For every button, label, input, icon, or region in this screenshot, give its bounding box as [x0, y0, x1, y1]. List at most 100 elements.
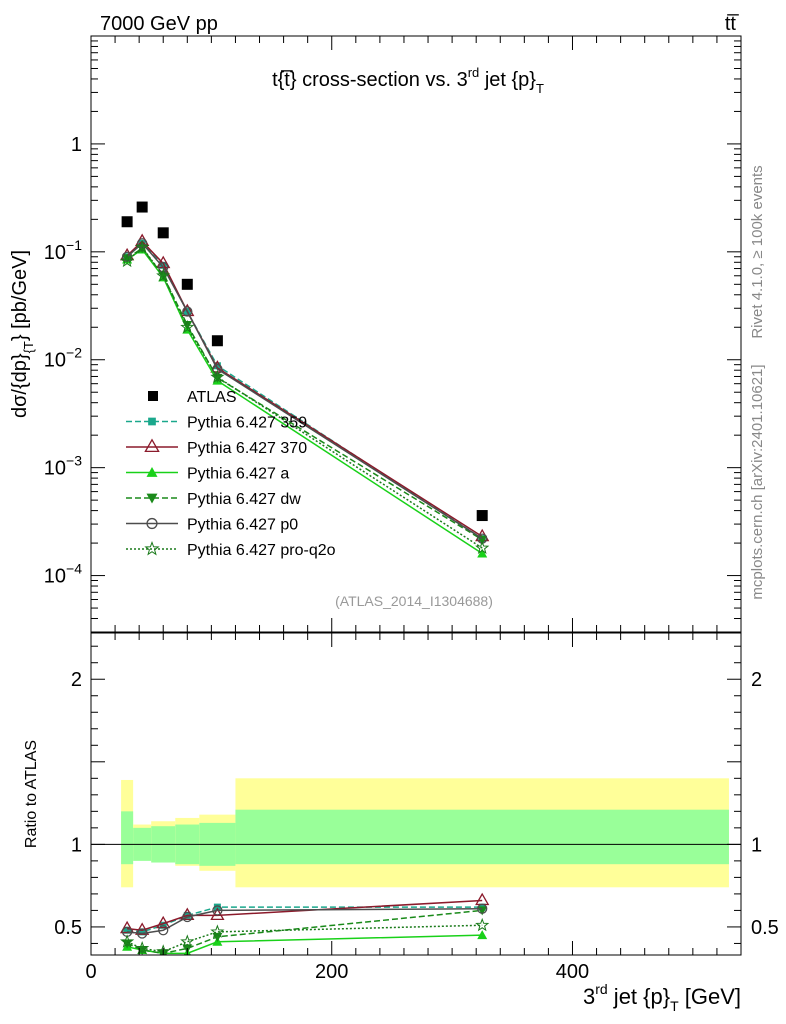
series-pythia-6-427-359	[123, 239, 486, 543]
main-title: t{t̅} cross-section vs. 3rd jet {p}T	[272, 65, 544, 96]
main-x-ticks	[90, 36, 742, 632]
series-line	[126, 240, 483, 538]
marker	[138, 928, 146, 936]
marker	[213, 362, 221, 370]
data-point	[476, 510, 488, 522]
legend-label: Pythia 6.427 dw	[187, 491, 301, 508]
marker	[144, 540, 160, 556]
marker	[144, 438, 160, 453]
y-tick-label: 10−1	[44, 237, 82, 264]
marker	[122, 254, 133, 264]
legend-label: Pythia 6.427 370	[187, 440, 307, 457]
marker	[475, 892, 490, 906]
data-point	[181, 278, 193, 290]
series-line	[126, 247, 483, 541]
marker	[212, 373, 223, 383]
marker	[475, 917, 490, 932]
y-tick-label: 2	[71, 669, 82, 691]
data-point	[211, 335, 223, 347]
marker	[210, 924, 225, 938]
ratio-line	[126, 909, 483, 955]
legend: ATLAS Pythia 6.427 359 Pythia 6.427 370 Pyt…	[126, 389, 336, 559]
ratio-y-axis-label: Ratio to ATLAS	[23, 740, 40, 848]
legend-entry: Pythia 6.427 370	[126, 438, 307, 457]
marker	[477, 930, 488, 940]
marker	[156, 915, 171, 929]
marker	[121, 251, 133, 262]
ratio-uncertainty-bands	[121, 778, 729, 888]
marker	[210, 369, 225, 384]
series-line	[126, 242, 483, 540]
main-series	[119, 233, 490, 558]
inner-band	[235, 809, 729, 865]
marker	[182, 911, 193, 923]
marker	[182, 306, 193, 317]
y-tick-label-right: 1	[751, 834, 762, 856]
marker	[148, 417, 156, 426]
marker	[123, 926, 131, 934]
main-panel: 1 10−1 10−2 10−3 10−4 t{t̅} cross-section vs…	[9, 35, 742, 633]
legend-entry: Pythia 6.427 dw	[126, 491, 301, 508]
ratio-series-pythia-6-427-a	[122, 930, 488, 955]
legend-entry-atlas: ATLAS	[148, 389, 237, 406]
ratio-line	[127, 908, 483, 935]
main-y-ticks: 1 10−1 10−2 10−3 10−4	[44, 35, 741, 633]
data-point	[121, 216, 133, 228]
marker	[180, 934, 195, 948]
atlas-data-points	[121, 201, 488, 522]
legend-marker	[148, 391, 158, 401]
ratio-series-inner	[119, 892, 490, 955]
legend-label: Pythia 6.427 a	[187, 466, 289, 483]
ratio-series-pythia-6-427-dw	[122, 906, 488, 955]
ratio-series-pythia-6-427-p0	[121, 903, 488, 939]
marker	[158, 262, 169, 273]
marker	[135, 940, 150, 955]
legend-entry: Pythia 6.427 p0	[126, 517, 298, 534]
marker	[135, 239, 150, 254]
marker	[182, 320, 193, 330]
main-y-axis-label: dσ/{dp}{T} [pb/GeV]	[9, 250, 36, 418]
legend-label: Pythia 6.427 p0	[187, 517, 298, 534]
legend-label: Pythia 6.427 pro-q2o	[187, 542, 336, 559]
legend-label: Pythia 6.427 359	[187, 415, 307, 432]
series-pythia-6-427-370	[119, 233, 490, 542]
marker	[213, 903, 221, 911]
legend-label: ATLAS	[187, 389, 237, 406]
analysis-tag: (ATLAS_2014_I1304688)	[335, 593, 493, 609]
ratio-y-ticks: 0.5 0.5 1 1 2 2	[54, 645, 779, 944]
ratio-x-ticks: 0 200 400	[85, 633, 742, 983]
marker	[120, 253, 135, 268]
series-pythia-6-427-pro-q2o	[120, 239, 490, 555]
ratio-panel: 0.5 0.5 1 1 2 2 0 200 400 Ratio to ATLAS 3rd je…	[23, 632, 779, 1014]
y-tick-label-right: 2	[751, 669, 762, 691]
marker	[137, 928, 148, 939]
marker	[146, 493, 158, 504]
marker	[146, 467, 158, 477]
data-point	[136, 201, 148, 213]
marker	[156, 268, 171, 282]
x-axis-label: 3rd jet {p}T [GeV]	[583, 981, 741, 1014]
ratio-frame	[90, 632, 742, 956]
marker	[120, 934, 135, 948]
inner-band	[121, 811, 134, 865]
y-tick-label: 1	[71, 834, 82, 856]
marker	[212, 932, 223, 942]
main-frame	[90, 35, 742, 633]
process-label: tt̅	[725, 13, 739, 35]
marker	[475, 540, 490, 555]
legend-entry: Pythia 6.427 359	[126, 415, 307, 432]
legend-entry: Pythia 6.427 a	[126, 466, 289, 483]
series-pythia-6-427-p0	[121, 238, 488, 544]
x-tick-label: 0	[85, 961, 96, 983]
x-tick-label: 400	[556, 961, 589, 983]
energy-label: 7000 GeV pp	[100, 13, 218, 35]
marker	[477, 548, 488, 558]
y-tick-label: 10−4	[44, 561, 82, 588]
ratio-line	[126, 924, 483, 953]
rivet-version-label: Rivet 4.1.0, ≥ 100k events	[749, 165, 766, 338]
y-tick-label: 1	[71, 134, 82, 156]
ratio-series-pythia-6-427-pro-q2o	[120, 917, 490, 955]
marker	[158, 925, 169, 936]
ratio-series	[119, 892, 490, 955]
